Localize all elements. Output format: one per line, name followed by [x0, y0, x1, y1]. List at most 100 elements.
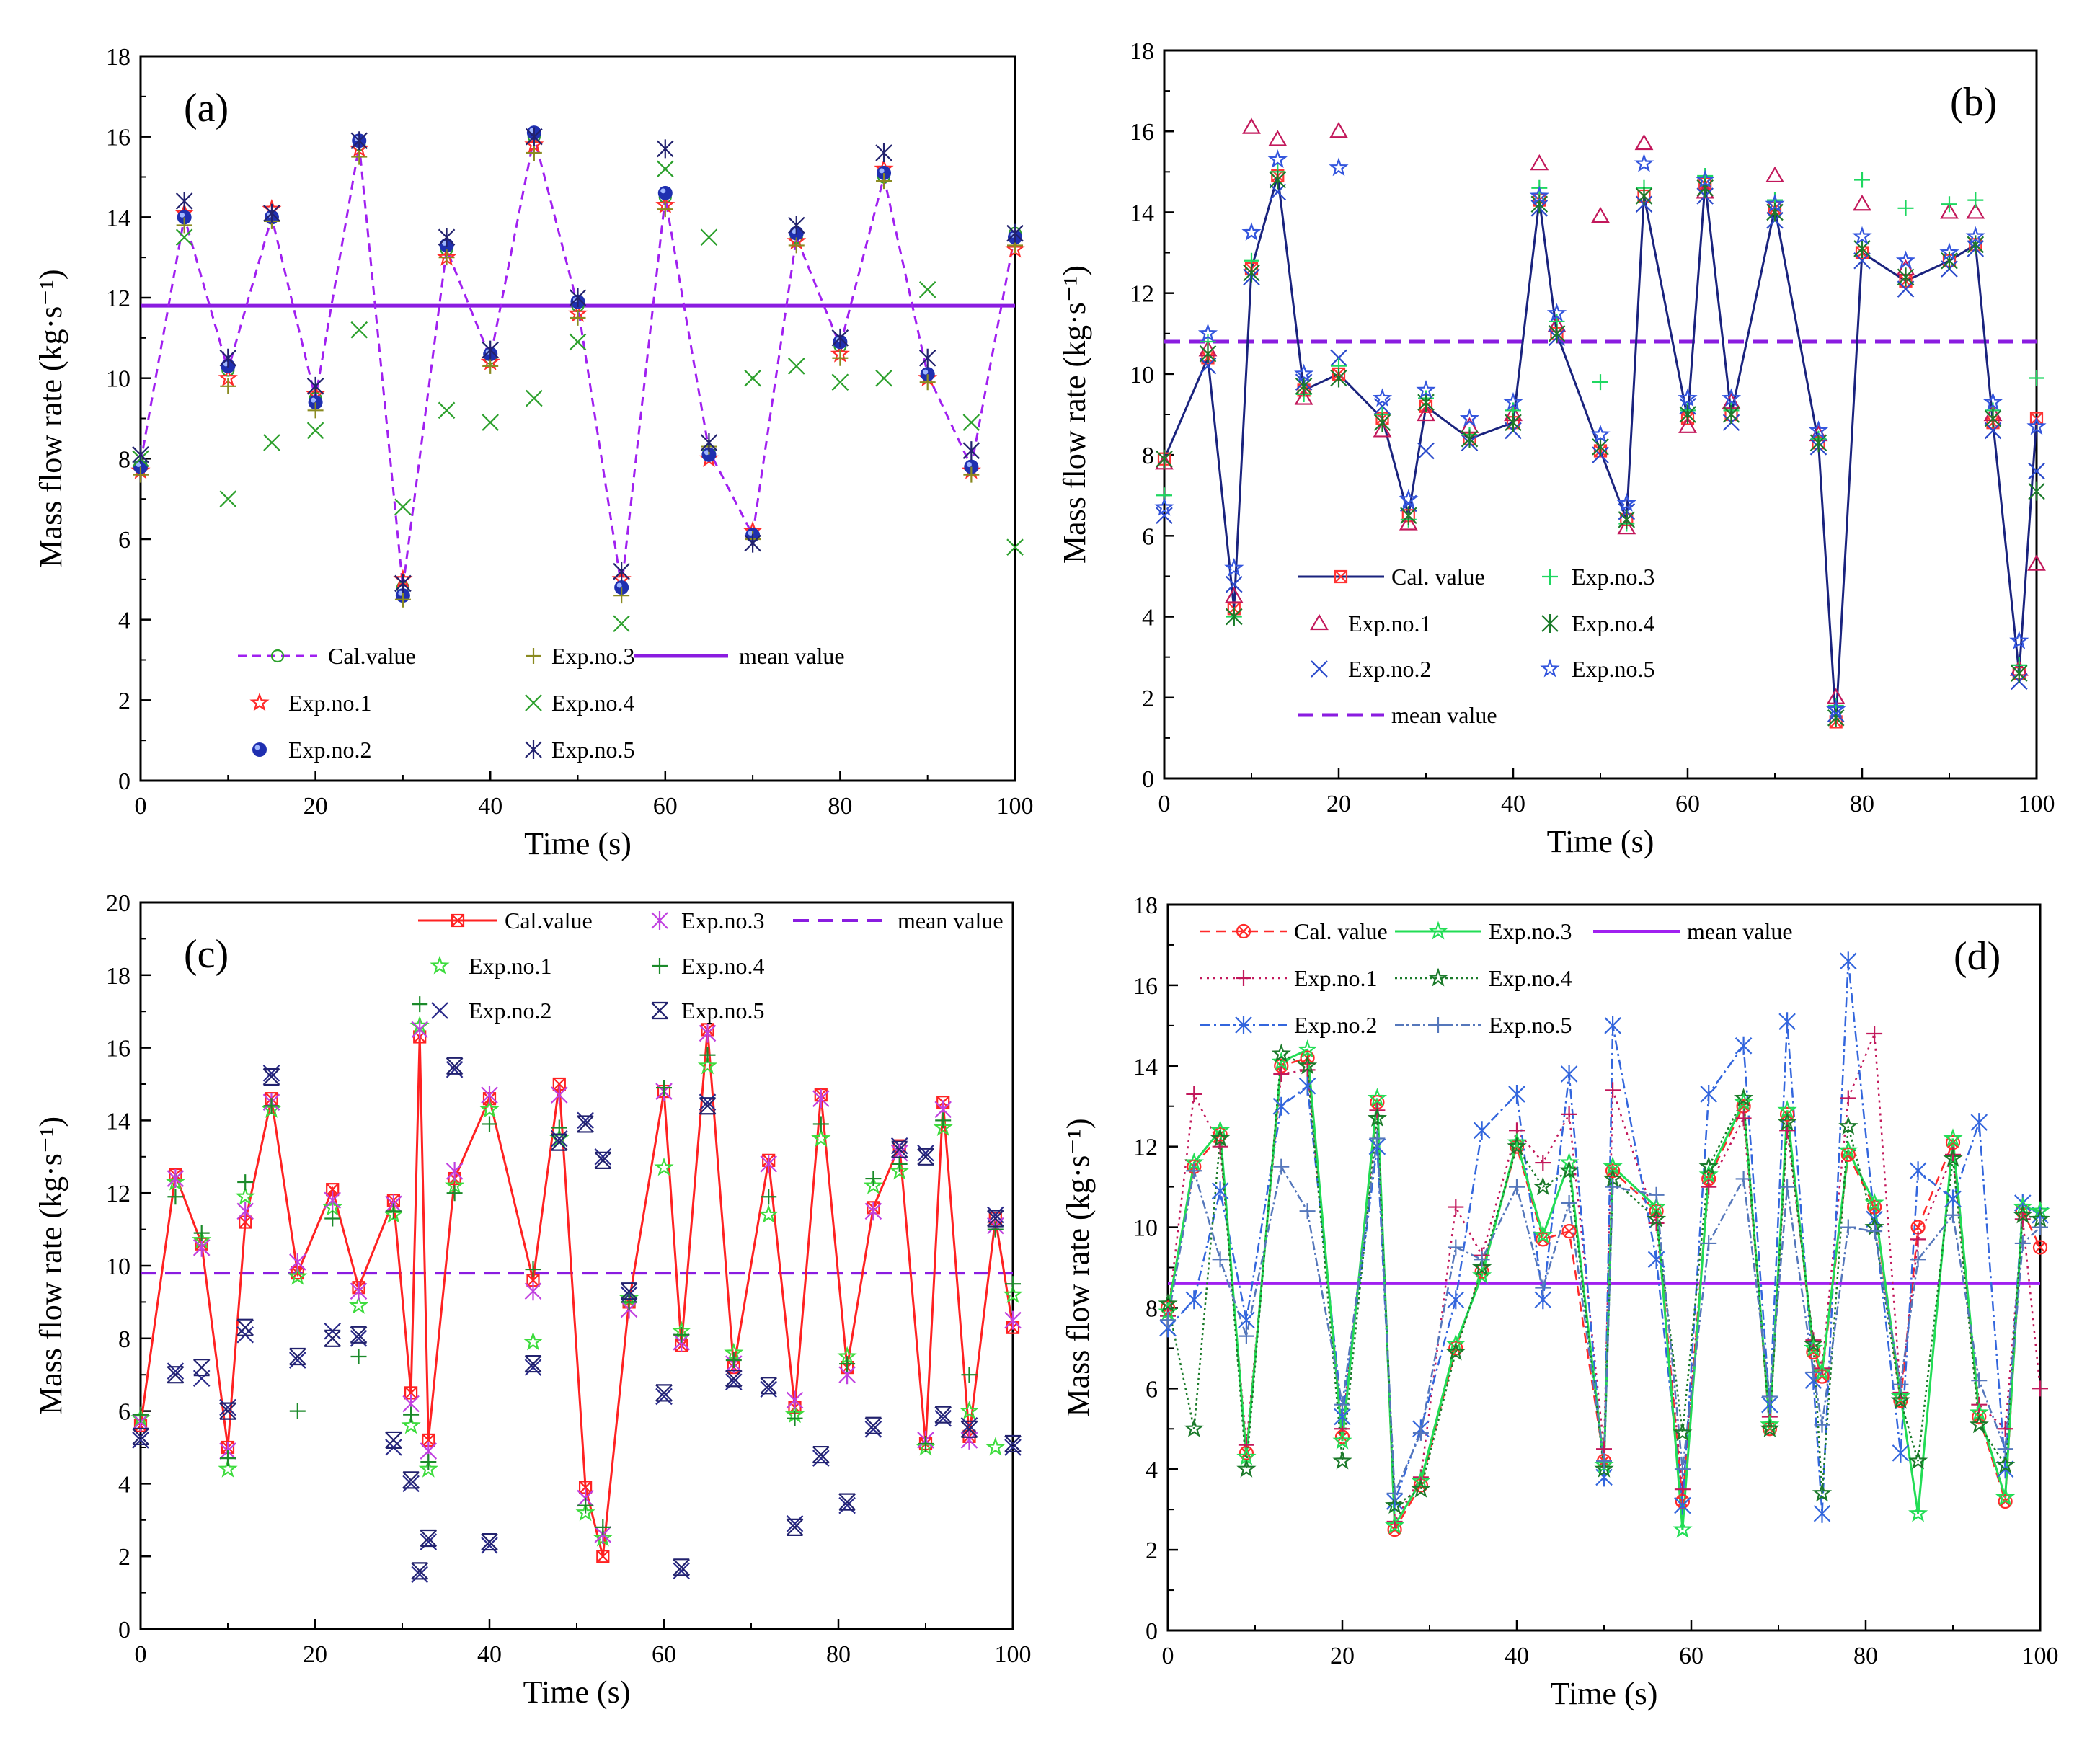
point-marker [1910, 1231, 1926, 1248]
data-point [1971, 1372, 1988, 1389]
data-point [1890, 1390, 1911, 1409]
point-marker [1186, 1086, 1202, 1102]
data-point [481, 1086, 498, 1105]
data-point [167, 1366, 185, 1384]
point-marker [1943, 1128, 1963, 1148]
data-point [1005, 1276, 1021, 1292]
point-marker [725, 1370, 743, 1388]
y-tick-label: 18 [106, 963, 130, 990]
point-marker [1591, 206, 1610, 223]
legend-label: Exp.no.4 [551, 690, 635, 716]
point-marker [621, 1294, 637, 1310]
point-marker [1546, 303, 1567, 322]
data-point [657, 139, 674, 159]
data-point [1674, 1481, 1691, 1498]
legend-label: Exp.no.3 [551, 643, 635, 669]
data-point [1241, 222, 1262, 241]
data-point [1417, 442, 1435, 460]
point-marker [132, 445, 149, 464]
point-marker [1721, 388, 1742, 407]
legend-label: Exp.no.4 [681, 953, 765, 979]
point-marker [1269, 170, 1287, 190]
point-marker [219, 1398, 236, 1416]
data-point [1448, 1199, 1464, 1215]
data-point [960, 1416, 978, 1434]
data-point [864, 1421, 882, 1438]
point-marker [1329, 157, 1349, 177]
point-marker [1273, 1158, 1290, 1175]
point-marker [479, 1099, 500, 1118]
point-marker [1271, 1051, 1291, 1070]
data-point [838, 1496, 856, 1514]
y-tick-label: 14 [106, 205, 130, 231]
y-tick-label: 0 [118, 768, 130, 795]
point-marker [263, 203, 280, 223]
point-marker [1864, 1192, 1884, 1212]
point-marker [613, 587, 630, 604]
data-point [701, 447, 717, 462]
data-point [1895, 250, 1916, 270]
data-point [235, 1186, 255, 1205]
point-marker [1838, 1140, 1858, 1159]
data-point [431, 1002, 448, 1019]
legend-label: Exp.no.1 [1294, 965, 1378, 991]
data-point [985, 1437, 1006, 1456]
data-point [403, 1406, 420, 1423]
point-marker [1417, 442, 1435, 460]
point-marker [249, 692, 270, 711]
point-marker [1892, 1443, 1910, 1463]
series-markers-2 [132, 1061, 1022, 1584]
point-marker [1243, 263, 1260, 283]
point-marker [918, 1435, 934, 1452]
data-point [1648, 1186, 1665, 1203]
data-point [411, 1566, 428, 1584]
data-point [411, 1562, 428, 1580]
point-marker [2035, 1242, 2045, 1253]
data-point [1840, 1219, 1856, 1235]
series-markers-4 [1156, 170, 2045, 727]
data-point [831, 328, 849, 347]
series-markers-4 [1158, 1043, 2050, 1514]
point-marker [1211, 1181, 1229, 1201]
point-marker [526, 389, 543, 407]
point-marker [1535, 1279, 1551, 1296]
legend: Cal.value Exp.no.1 Exp.no.2 Exp.no.3 Exp.no.… [238, 643, 845, 763]
point-marker [1967, 235, 1985, 254]
point-marker [348, 1295, 369, 1314]
point-marker [1997, 1421, 2013, 1437]
data-point [1533, 1176, 1553, 1196]
point-marker [1003, 1284, 1023, 1303]
data-point [788, 237, 805, 254]
data-point [1505, 413, 1522, 432]
point-marker [551, 1130, 568, 1148]
point-marker [1332, 1450, 1352, 1470]
data-point [699, 1047, 716, 1063]
data-point [411, 1020, 428, 1039]
point-marker [1564, 1226, 1574, 1236]
data-point [1808, 420, 1829, 439]
data-point [673, 1326, 690, 1343]
point-marker [831, 328, 849, 347]
point-marker [403, 1406, 420, 1423]
point-marker [236, 1202, 254, 1221]
x-tick-label: 100 [2019, 791, 2055, 817]
data-point [1226, 575, 1243, 593]
data-point [1840, 1090, 1856, 1106]
data-point [167, 1362, 185, 1380]
point-marker [1005, 1276, 1021, 1292]
point-marker [1590, 424, 1611, 443]
point-marker [699, 1097, 717, 1115]
legend-label: Cal. value [1391, 564, 1485, 590]
point-marker [1897, 280, 1915, 298]
data-point [524, 1354, 542, 1373]
data-point [2032, 1219, 2048, 1235]
data-point [1897, 267, 1915, 287]
point-marker [220, 378, 236, 394]
data-point [1814, 1416, 1830, 1433]
data-point [1542, 569, 1558, 585]
data-point [1269, 170, 1287, 190]
data-point [1984, 422, 2002, 440]
point-marker [1473, 1121, 1491, 1140]
data-point [1595, 1468, 1613, 1487]
legend-label: Exp.no.1 [469, 953, 552, 979]
